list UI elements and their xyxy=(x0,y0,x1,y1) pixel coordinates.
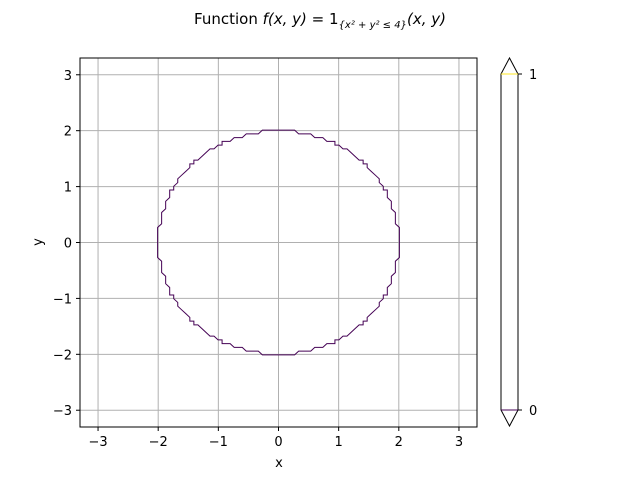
grid xyxy=(80,58,477,427)
x-tick-label: −1 xyxy=(209,435,228,450)
y-tick-label: 0 xyxy=(64,237,72,252)
title-prefix: Function xyxy=(194,10,263,28)
y-tick-label: 1 xyxy=(64,181,72,196)
plot-area: −3 −2 −1 0 1 2 3 −3 −2 −1 0 1 2 3 xyxy=(53,57,478,450)
x-tick-label: −2 xyxy=(149,435,168,450)
contour-line xyxy=(157,129,400,356)
title-args: (x, y) xyxy=(407,10,446,28)
title-subscript: {x² + y² ≤ 4} xyxy=(339,20,407,31)
colorbar-tick-label-0: 0 xyxy=(529,404,537,419)
title-equals: = 1 xyxy=(307,10,339,28)
y-tick-label: 2 xyxy=(64,125,72,140)
x-tick-label: 1 xyxy=(335,435,343,450)
x-tick-label: 3 xyxy=(455,435,463,450)
title-function: f(x, y) xyxy=(263,10,307,28)
x-tick-label: 0 xyxy=(274,435,282,450)
x-tick-label: 2 xyxy=(395,435,403,450)
chart-title: Function f(x, y) = 1{x² + y² ≤ 4}(x, y) xyxy=(194,10,446,31)
x-axis-label: x xyxy=(275,456,283,471)
colorbar-body xyxy=(500,56,519,428)
y-tick-label: −1 xyxy=(53,292,72,307)
x-tick-label: −3 xyxy=(88,435,107,450)
colorbar: 1 0 xyxy=(500,56,537,428)
axis-ticks: −3 −2 −1 0 1 2 3 −3 −2 −1 0 1 2 3 xyxy=(53,69,463,450)
y-tick-label: 3 xyxy=(64,69,72,84)
y-axis-label: y xyxy=(31,238,46,246)
y-tick-label: −3 xyxy=(53,404,72,419)
colorbar-tick-label-1: 1 xyxy=(529,68,537,83)
y-tick-label: −2 xyxy=(53,348,72,363)
